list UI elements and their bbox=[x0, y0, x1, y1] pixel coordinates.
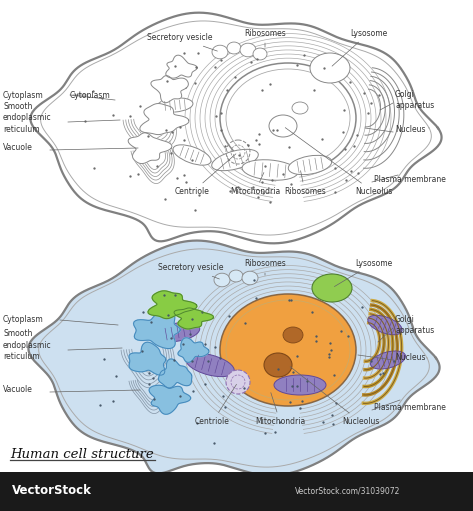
Text: Nucleolus: Nucleolus bbox=[285, 128, 393, 197]
Text: VectorStock: VectorStock bbox=[12, 484, 92, 498]
Text: Plasma membrane: Plasma membrane bbox=[374, 404, 446, 412]
Text: Nucleus: Nucleus bbox=[395, 354, 426, 362]
Polygon shape bbox=[178, 338, 209, 362]
Polygon shape bbox=[128, 133, 172, 164]
Text: Mitochondria: Mitochondria bbox=[255, 392, 305, 427]
Polygon shape bbox=[30, 13, 442, 243]
Circle shape bbox=[231, 375, 245, 389]
Ellipse shape bbox=[220, 294, 356, 406]
Circle shape bbox=[226, 370, 250, 394]
Ellipse shape bbox=[370, 351, 405, 369]
Text: Nucleolus: Nucleolus bbox=[290, 367, 379, 427]
Text: Smooth
endoplasmic
reticulum: Smooth endoplasmic reticulum bbox=[3, 330, 52, 361]
Text: Secretory vesicle: Secretory vesicle bbox=[147, 34, 218, 51]
Text: Ribosomes: Ribosomes bbox=[244, 29, 286, 47]
Text: Cytoplasm: Cytoplasm bbox=[3, 90, 44, 100]
Text: Golgi
apparatus: Golgi apparatus bbox=[395, 315, 434, 335]
Ellipse shape bbox=[242, 160, 298, 180]
Polygon shape bbox=[148, 291, 197, 319]
Ellipse shape bbox=[229, 270, 243, 282]
Polygon shape bbox=[133, 312, 180, 349]
Text: VectorStock.com/31039072: VectorStock.com/31039072 bbox=[295, 486, 400, 496]
Text: Vacuole: Vacuole bbox=[3, 385, 33, 394]
Ellipse shape bbox=[253, 48, 267, 60]
Ellipse shape bbox=[368, 315, 402, 335]
Text: Ribosomes: Ribosomes bbox=[244, 259, 286, 275]
Ellipse shape bbox=[212, 45, 228, 59]
Bar bbox=[0, 472, 473, 511]
Ellipse shape bbox=[274, 375, 326, 395]
Polygon shape bbox=[140, 104, 189, 134]
Polygon shape bbox=[28, 241, 439, 475]
Polygon shape bbox=[149, 385, 191, 414]
Ellipse shape bbox=[240, 43, 256, 57]
Ellipse shape bbox=[264, 353, 292, 377]
Ellipse shape bbox=[220, 63, 356, 173]
Text: Centriole: Centriole bbox=[175, 154, 236, 197]
Text: Vacuole: Vacuole bbox=[3, 144, 33, 152]
Ellipse shape bbox=[156, 322, 200, 342]
Text: Lysosome: Lysosome bbox=[334, 259, 392, 287]
Ellipse shape bbox=[292, 102, 308, 114]
Polygon shape bbox=[151, 76, 188, 103]
Ellipse shape bbox=[312, 274, 352, 302]
Text: Golgi
apparatus: Golgi apparatus bbox=[395, 90, 434, 110]
Polygon shape bbox=[158, 359, 192, 388]
Text: Cytoplasm: Cytoplasm bbox=[70, 90, 111, 100]
Text: Secretory vesicle: Secretory vesicle bbox=[158, 264, 224, 279]
Polygon shape bbox=[174, 308, 213, 329]
Text: Cytoplasm: Cytoplasm bbox=[3, 315, 44, 324]
Text: Plasma membrane: Plasma membrane bbox=[374, 175, 446, 184]
Text: Smooth
endoplasmic
reticulum: Smooth endoplasmic reticulum bbox=[3, 102, 52, 133]
Text: Nucleus: Nucleus bbox=[395, 126, 426, 134]
Polygon shape bbox=[166, 55, 197, 78]
Text: Lysosome: Lysosome bbox=[332, 29, 387, 66]
Polygon shape bbox=[129, 342, 166, 375]
Ellipse shape bbox=[157, 98, 193, 112]
Ellipse shape bbox=[242, 271, 258, 285]
Text: Centriole: Centriole bbox=[195, 384, 236, 427]
Ellipse shape bbox=[310, 53, 350, 83]
Text: Human cell structure: Human cell structure bbox=[10, 448, 154, 461]
Text: Mitochondria: Mitochondria bbox=[230, 173, 280, 197]
Ellipse shape bbox=[283, 327, 303, 343]
Ellipse shape bbox=[186, 354, 234, 377]
Ellipse shape bbox=[214, 273, 230, 287]
Ellipse shape bbox=[227, 42, 241, 54]
Ellipse shape bbox=[288, 155, 332, 175]
Ellipse shape bbox=[212, 149, 258, 171]
Ellipse shape bbox=[269, 115, 297, 137]
Text: Ribosomes: Ribosomes bbox=[284, 171, 326, 197]
Ellipse shape bbox=[173, 145, 211, 165]
